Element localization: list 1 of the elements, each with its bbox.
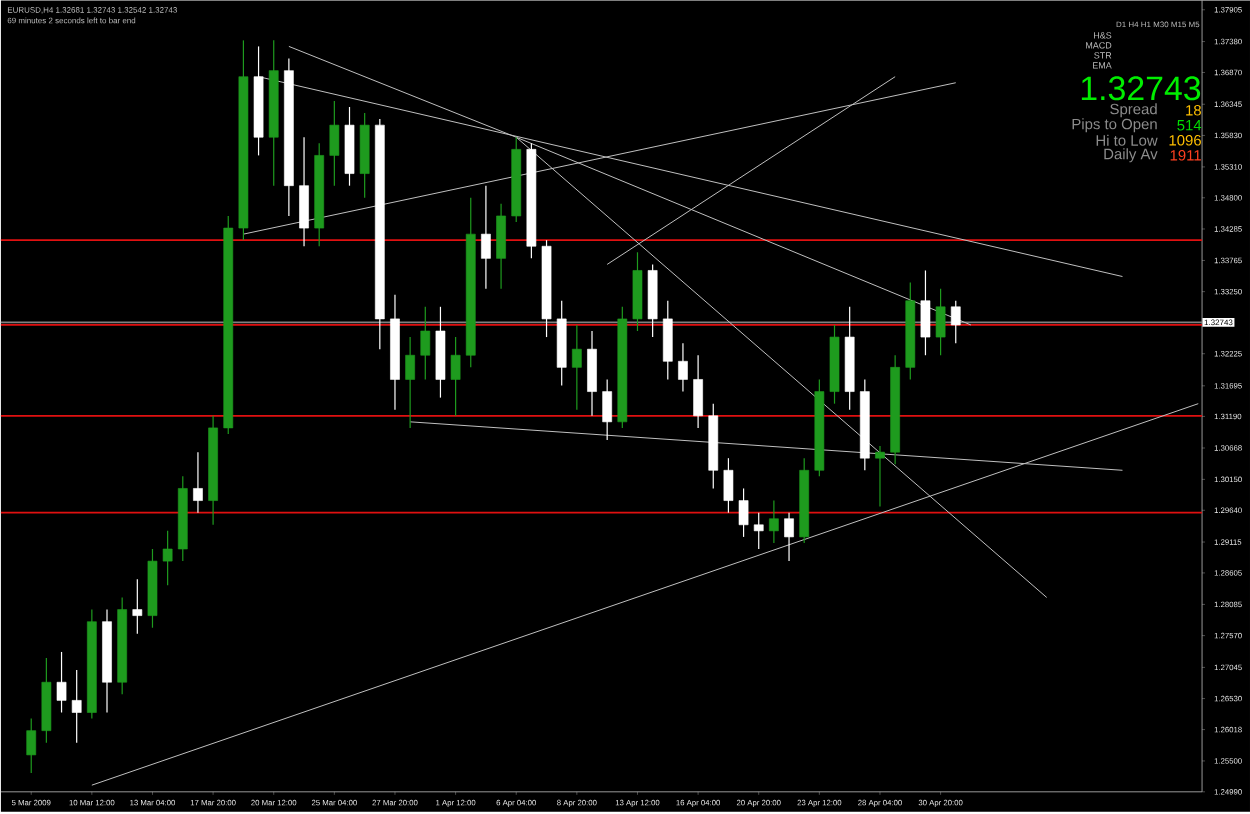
annotation: 1.32743: [1081, 76, 1201, 101]
